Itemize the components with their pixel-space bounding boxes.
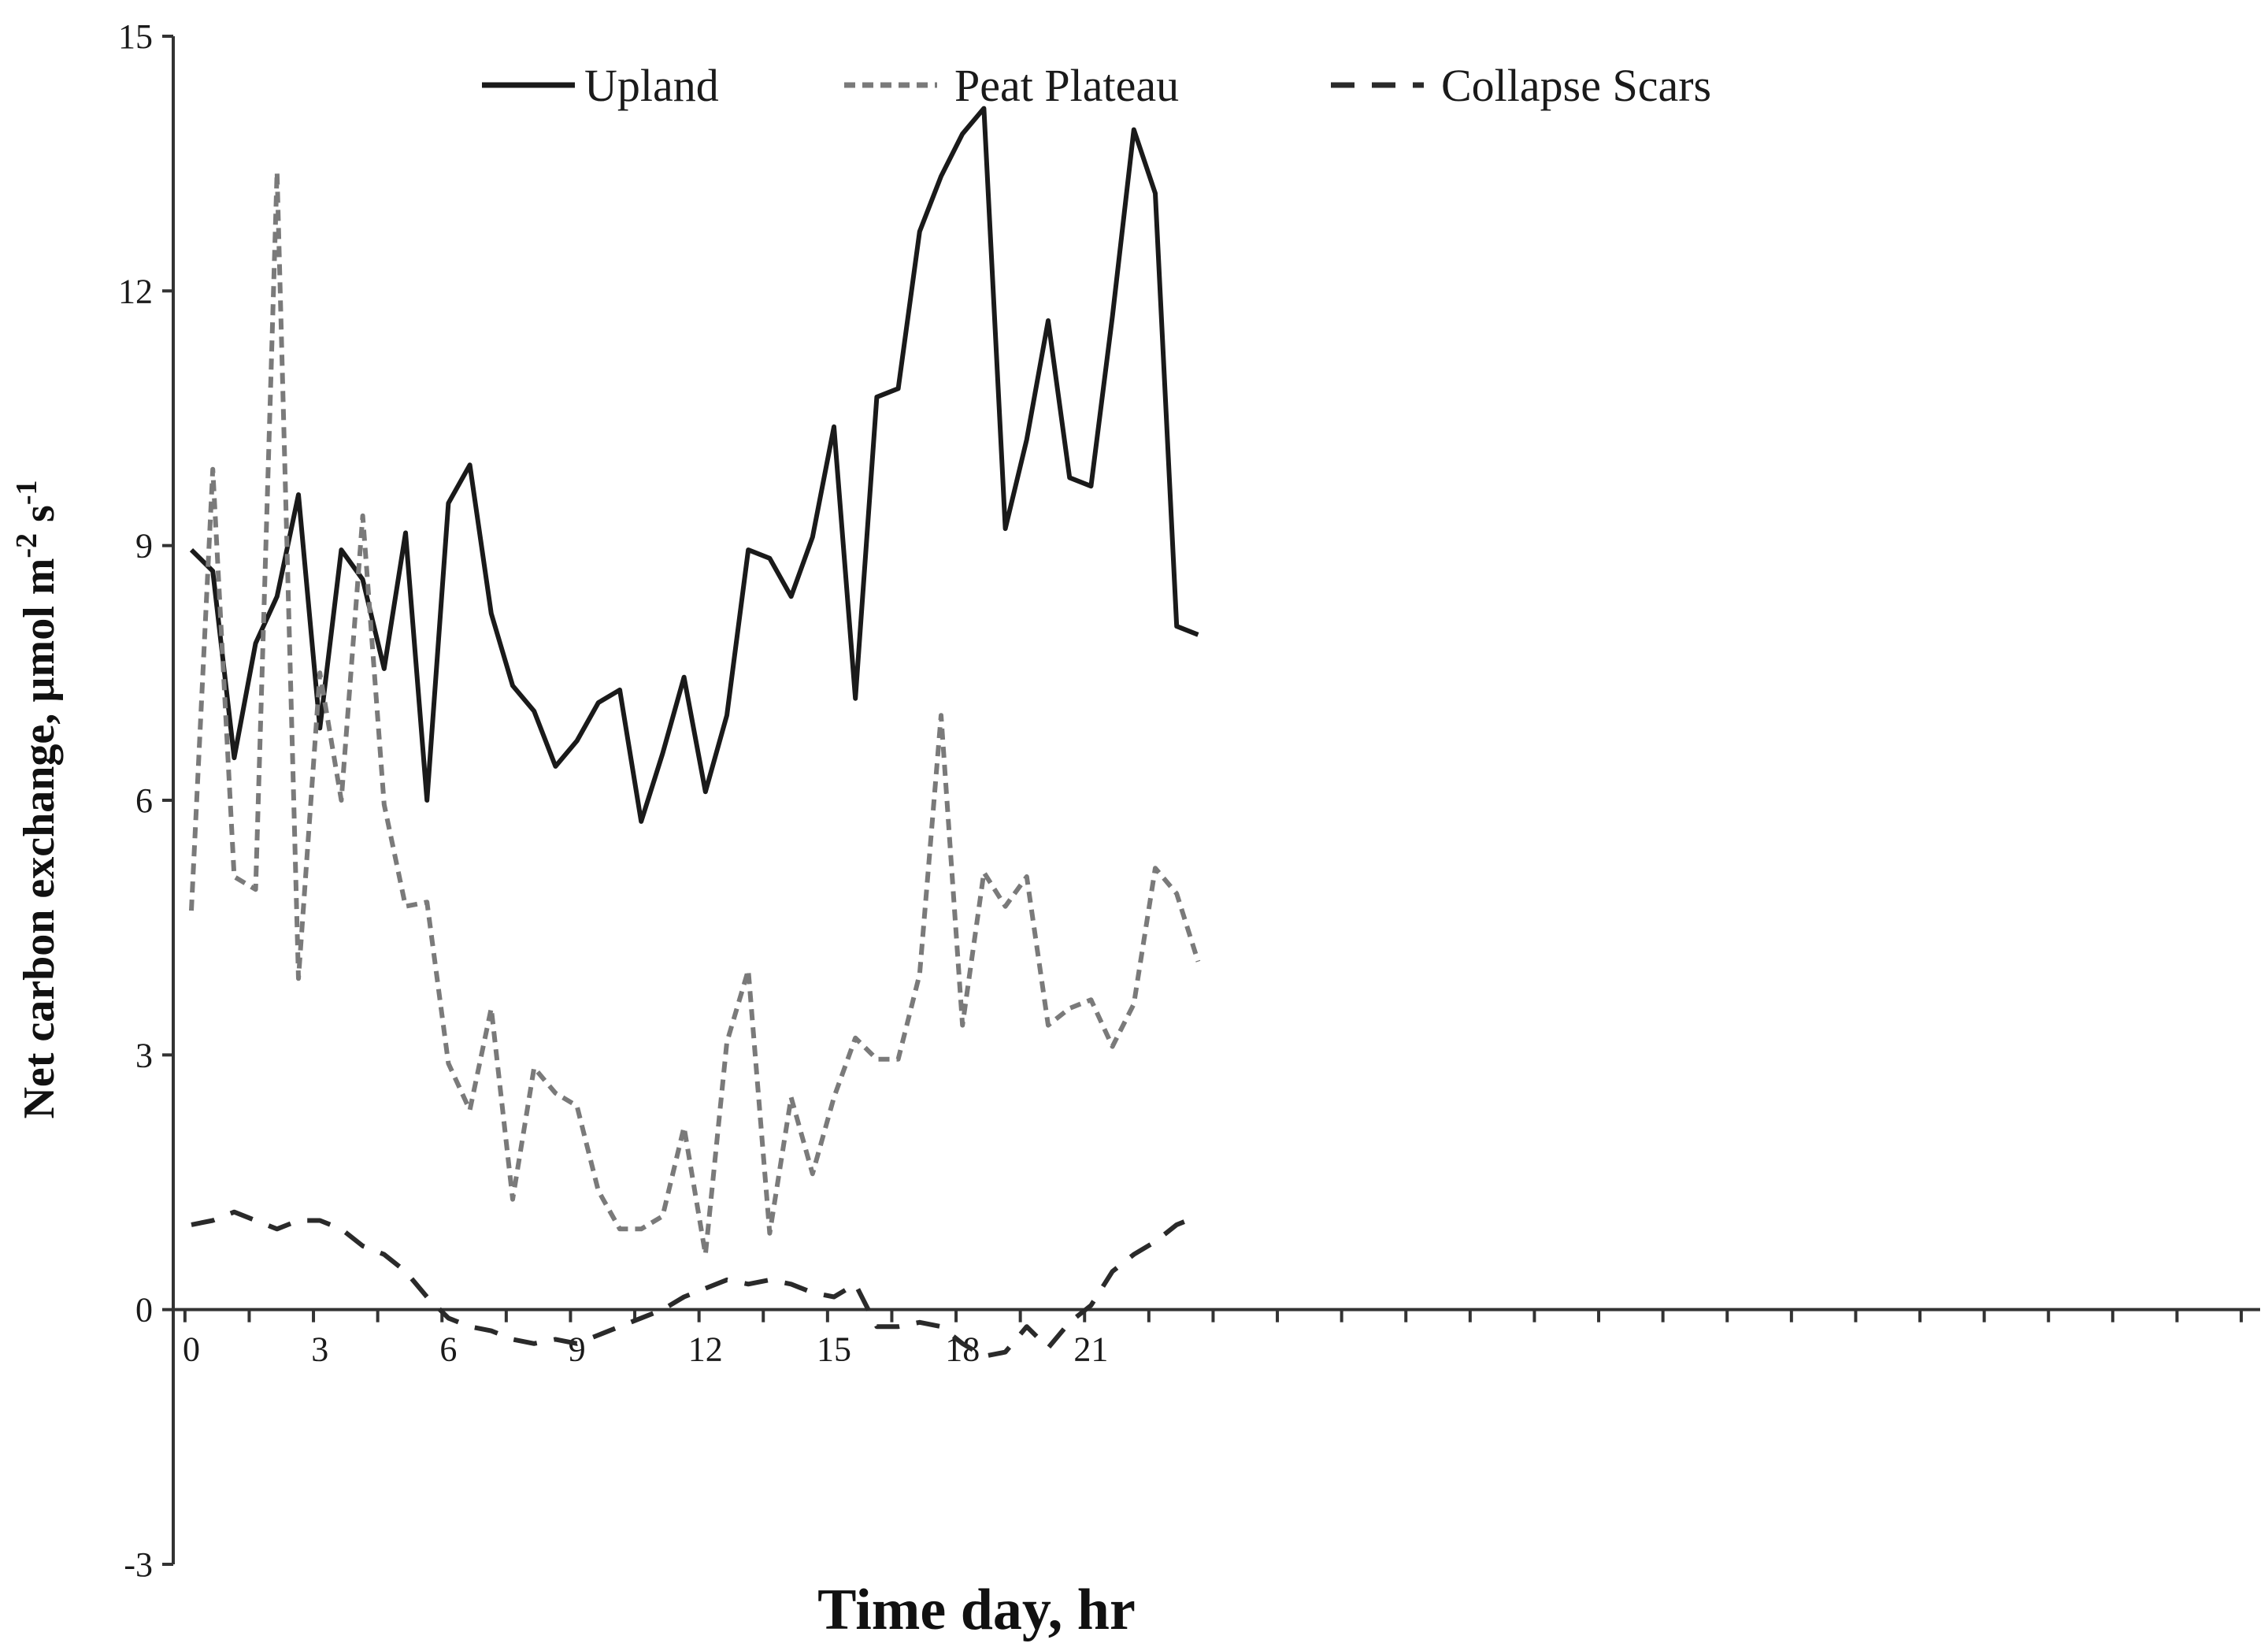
- x-tick-label: 12: [688, 1330, 723, 1369]
- x-axis-title: Time day, hr: [817, 1578, 1136, 1642]
- series-line-collapse-scars: [191, 1209, 1199, 1359]
- x-tick-label: 6: [439, 1330, 457, 1369]
- y-tick-label: 12: [118, 272, 153, 310]
- y-tick-label: -3: [124, 1545, 153, 1584]
- y-axis-title-main: Net carbon exchange, µmol m: [15, 558, 64, 1119]
- y-axis-title-sup-2: -1: [10, 480, 43, 505]
- x-tick-label: 0: [183, 1330, 200, 1369]
- y-tick-label: 15: [118, 17, 153, 56]
- series-lines: [189, 106, 1201, 1359]
- y-tick-label: 0: [135, 1291, 153, 1330]
- y-axis-title-mid: s: [15, 505, 64, 533]
- legend: Upland Peat Plateau Collapse Scars: [482, 60, 1711, 111]
- x-tick-label: 15: [817, 1330, 851, 1369]
- x-tick-label: 21: [1073, 1330, 1108, 1369]
- legend-label-upland: Upland: [584, 60, 719, 111]
- y-axis-title: Net carbon exchange, µmol m-2 s-1: [10, 480, 64, 1118]
- legend-label-collapse-scars: Collapse Scars: [1441, 60, 1711, 111]
- series-line-upland: [189, 106, 1199, 824]
- ticks: -3 0 3 6 9 12 15 0 3 6 9 12 15 18 21: [118, 17, 2244, 1584]
- axes: [172, 36, 2260, 1564]
- y-tick-label: 3: [135, 1036, 153, 1074]
- y-tick-label: 6: [135, 781, 153, 820]
- x-tick-label: 3: [311, 1330, 328, 1369]
- series-line-peat-plateau: [189, 169, 1201, 1257]
- y-axis-title-sup-1: -2: [10, 533, 43, 558]
- x-tick-label: 9: [569, 1330, 586, 1369]
- x-tick-label: 18: [945, 1330, 980, 1369]
- legend-label-peat-plateau: Peat Plateau: [954, 60, 1179, 111]
- y-tick-label: 9: [135, 527, 153, 566]
